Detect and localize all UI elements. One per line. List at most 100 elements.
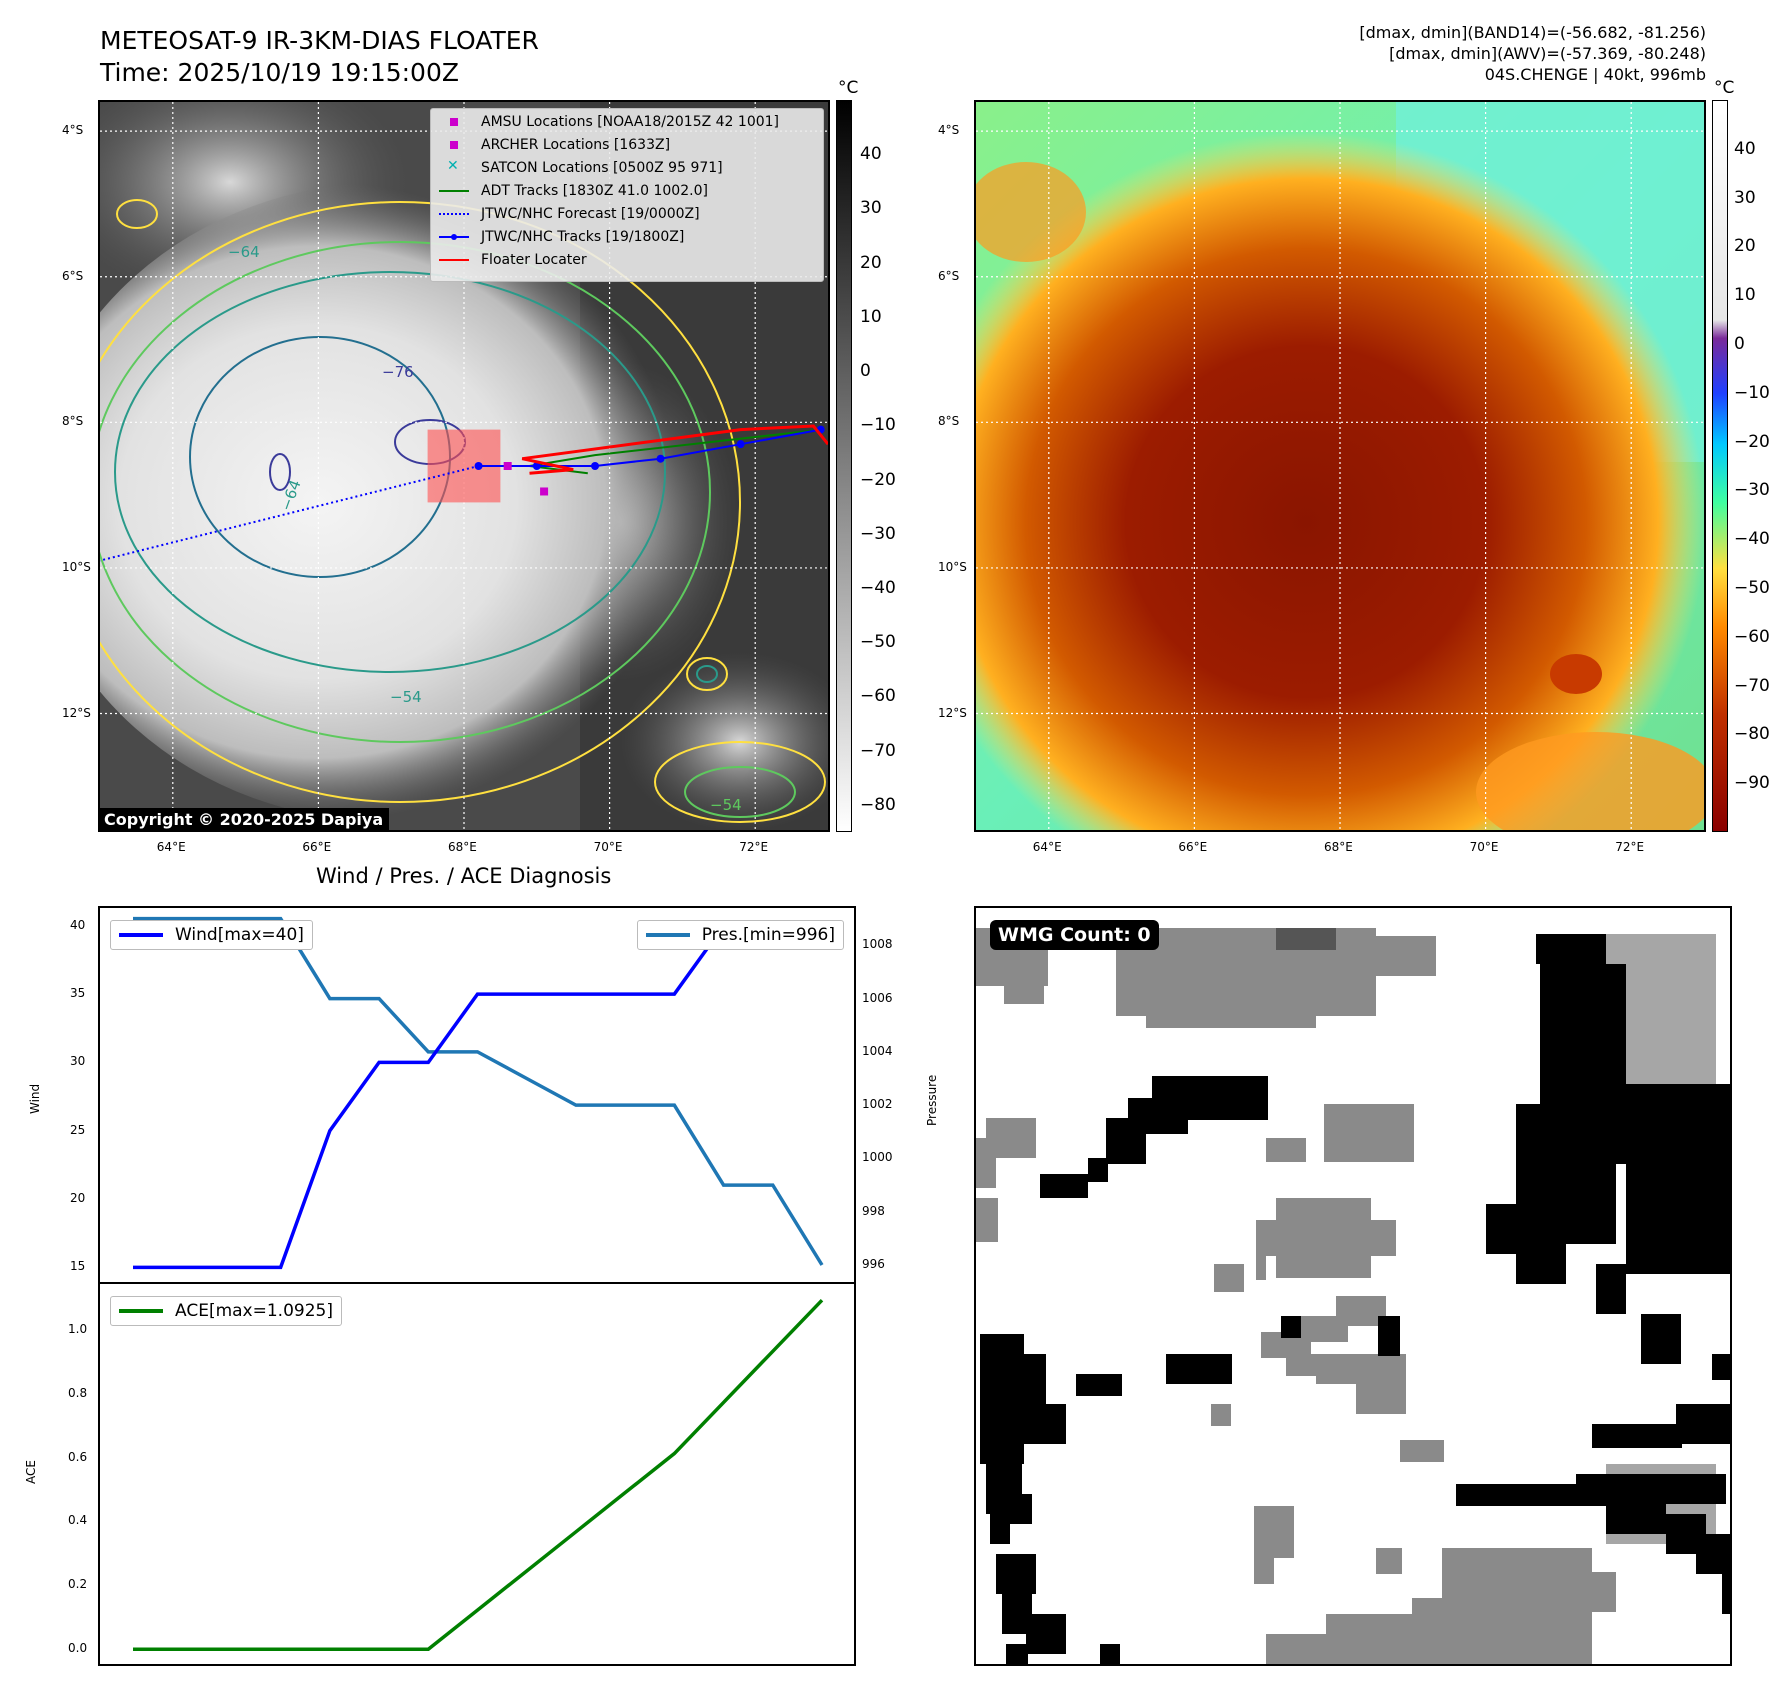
contour-label-4: −54 — [390, 688, 422, 706]
contour-outer — [100, 201, 741, 803]
legend-item-floater: Floater Locater — [439, 251, 587, 269]
wind-tick-label: 40 — [70, 917, 86, 932]
legend-item-amsu: AMSU Locations [NOAA18/2015Z 42 1001] — [439, 113, 779, 131]
colorbar-tick-label: 0 — [860, 361, 871, 382]
lat-tick-label: 4°S — [938, 123, 960, 138]
ir-colorbar-unit: °C — [838, 78, 859, 98]
ace-tick-label: 0.8 — [68, 1385, 88, 1400]
ir-map-panel: −64 −76 −64 −54 −54 AMSU Locations [NOAA… — [98, 100, 830, 832]
colorbar-tick-label: 0 — [1734, 334, 1745, 354]
colorbar-tick-label: −60 — [860, 686, 896, 707]
wind-axis-label: Wind — [28, 1083, 42, 1114]
wmg-svg — [976, 928, 1730, 1664]
diagnosis-svg — [100, 916, 854, 1651]
lat-tick-label: 10°S — [938, 559, 967, 574]
awv-map-svg — [976, 102, 1704, 830]
lon-tick-label: 70°E — [593, 840, 623, 854]
ace-tick-label: 1.0 — [68, 1321, 88, 1336]
lat-tick-label: 12°S — [62, 705, 91, 720]
jtwc-track-point — [474, 462, 483, 470]
colorbar-tick-label: −50 — [1734, 578, 1770, 598]
awv-colorbar — [1712, 100, 1728, 832]
ace-tick-label: 0.0 — [68, 1641, 88, 1656]
ir-colorbar — [836, 100, 852, 832]
lat-tick-label: 12°S — [938, 705, 967, 720]
colorbar-tick-label: 20 — [860, 252, 882, 273]
ir-cyclone-cloud — [100, 182, 750, 822]
track-legend: AMSU Locations [NOAA18/2015Z 42 1001] AR… — [430, 108, 824, 282]
awv-map-panel — [974, 100, 1706, 832]
wmg-count-badge: WMG Count: 0 — [990, 920, 1159, 950]
lon-tick-label: 66°E — [1178, 840, 1208, 854]
lon-tick-label: 70°E — [1469, 840, 1499, 854]
storm-info: 04S.CHENGE | 40kt, 996mb — [1484, 65, 1706, 84]
ace-tick-label: 0.6 — [68, 1449, 88, 1464]
colorbar-tick-label: 10 — [1734, 285, 1756, 306]
colorbar-tick-label: −50 — [860, 632, 896, 653]
colorbar-tick-label: −70 — [1734, 675, 1770, 696]
ace-line — [133, 1298, 824, 1651]
wind-legend: Wind[max=40] — [110, 920, 313, 950]
ace-tick-label: 0.4 — [68, 1513, 88, 1528]
colorbar-tick-label: −70 — [860, 740, 896, 761]
lat-tick-label: 10°S — [62, 559, 91, 574]
pressure-tick-label: 1004 — [862, 1043, 893, 1058]
pressure-tick-label: 1000 — [862, 1150, 893, 1165]
colorbar-tick-label: −80 — [1734, 724, 1770, 745]
amsu-marker — [503, 462, 512, 470]
legend-item-forecast: JTWC/NHC Forecast [19/0000Z] — [439, 205, 700, 223]
contour-label-1: −64 — [228, 243, 260, 261]
pressure-tick-label: 1002 — [862, 1097, 893, 1112]
colorbar-tick-label: −10 — [860, 415, 896, 436]
ace-axis-label: ACE — [24, 1460, 38, 1484]
stats-awv: [dmax, dmin](AWV)=(-57.369, -80.248) — [1389, 44, 1706, 63]
colorbar-tick-label: 20 — [1734, 236, 1756, 257]
lon-tick-label: 66°E — [302, 840, 332, 854]
jtwc-track-point — [736, 440, 745, 449]
wind-tick-label: 30 — [70, 1054, 86, 1069]
stats-band14: [dmax, dmin](BAND14)=(-56.682, -81.256) — [1359, 23, 1706, 42]
legend-item-adt: ADT Tracks [1830Z 41.0 1002.0] — [439, 182, 708, 200]
legend-item-archer: ARCHER Locations [1633Z] — [439, 136, 670, 154]
lon-tick-label: 72°E — [1615, 840, 1645, 854]
wmg-panel — [974, 906, 1732, 1666]
legend-item-jtwc-tracks: JTWC/NHC Tracks [19/1800Z] — [439, 228, 684, 246]
lon-tick-label: 68°E — [448, 840, 477, 854]
diagnosis-title: Wind / Pres. / ACE Diagnosis — [316, 864, 612, 888]
wmg-darkgray-region — [1276, 928, 1336, 950]
colorbar-tick-label: −90 — [1734, 773, 1770, 794]
colorbar-tick-label: 40 — [860, 144, 882, 165]
colorbar-tick-label: 30 — [1734, 187, 1756, 208]
colorbar-tick-label: −10 — [1734, 382, 1770, 403]
lon-tick-label: 68°E — [1324, 840, 1353, 854]
lon-tick-label: 64°E — [156, 840, 186, 854]
wind-tick-label: 20 — [70, 1191, 86, 1206]
floater-line — [521, 424, 828, 475]
jtwc-track-point — [656, 454, 665, 463]
colorbar-tick-label: −30 — [1734, 480, 1770, 501]
wmg-gray-regions — [976, 928, 1616, 1664]
legend-item-satcon: ✕ SATCON Locations [0500Z 95 971] — [447, 158, 723, 176]
wind-tick-label: 35 — [70, 986, 86, 1001]
pressure-legend: Pres.[min=996] — [636, 920, 844, 950]
ace-tick-label: 0.2 — [68, 1577, 88, 1592]
colorbar-tick-label: −40 — [1734, 529, 1770, 550]
jtwc-forecast-line — [100, 465, 479, 562]
colorbar-tick-label: −20 — [1734, 431, 1770, 452]
colorbar-tick-label: −60 — [1734, 626, 1770, 647]
contour-label-2: −76 — [382, 363, 414, 381]
lon-tick-label: 64°E — [1032, 840, 1062, 854]
pressure-tick-label: 996 — [862, 1257, 885, 1271]
archer-marker — [540, 487, 549, 496]
colorbar-tick-label: −80 — [860, 794, 896, 815]
wind-tick-label: 15 — [70, 1259, 86, 1274]
pressure-line — [133, 916, 824, 1266]
figure-title: METEOSAT-9 IR-3KM-DIAS FLOATER — [100, 26, 539, 55]
lat-tick-label: 6°S — [62, 268, 84, 283]
pressure-tick-label: 1008 — [862, 937, 893, 952]
wmg-black-regions — [980, 934, 1730, 1664]
lat-tick-label: 8°S — [62, 414, 84, 429]
colorbar-tick-label: −20 — [860, 469, 896, 490]
lon-tick-label: 72°E — [739, 840, 769, 854]
wind-tick-label: 25 — [70, 1122, 86, 1137]
